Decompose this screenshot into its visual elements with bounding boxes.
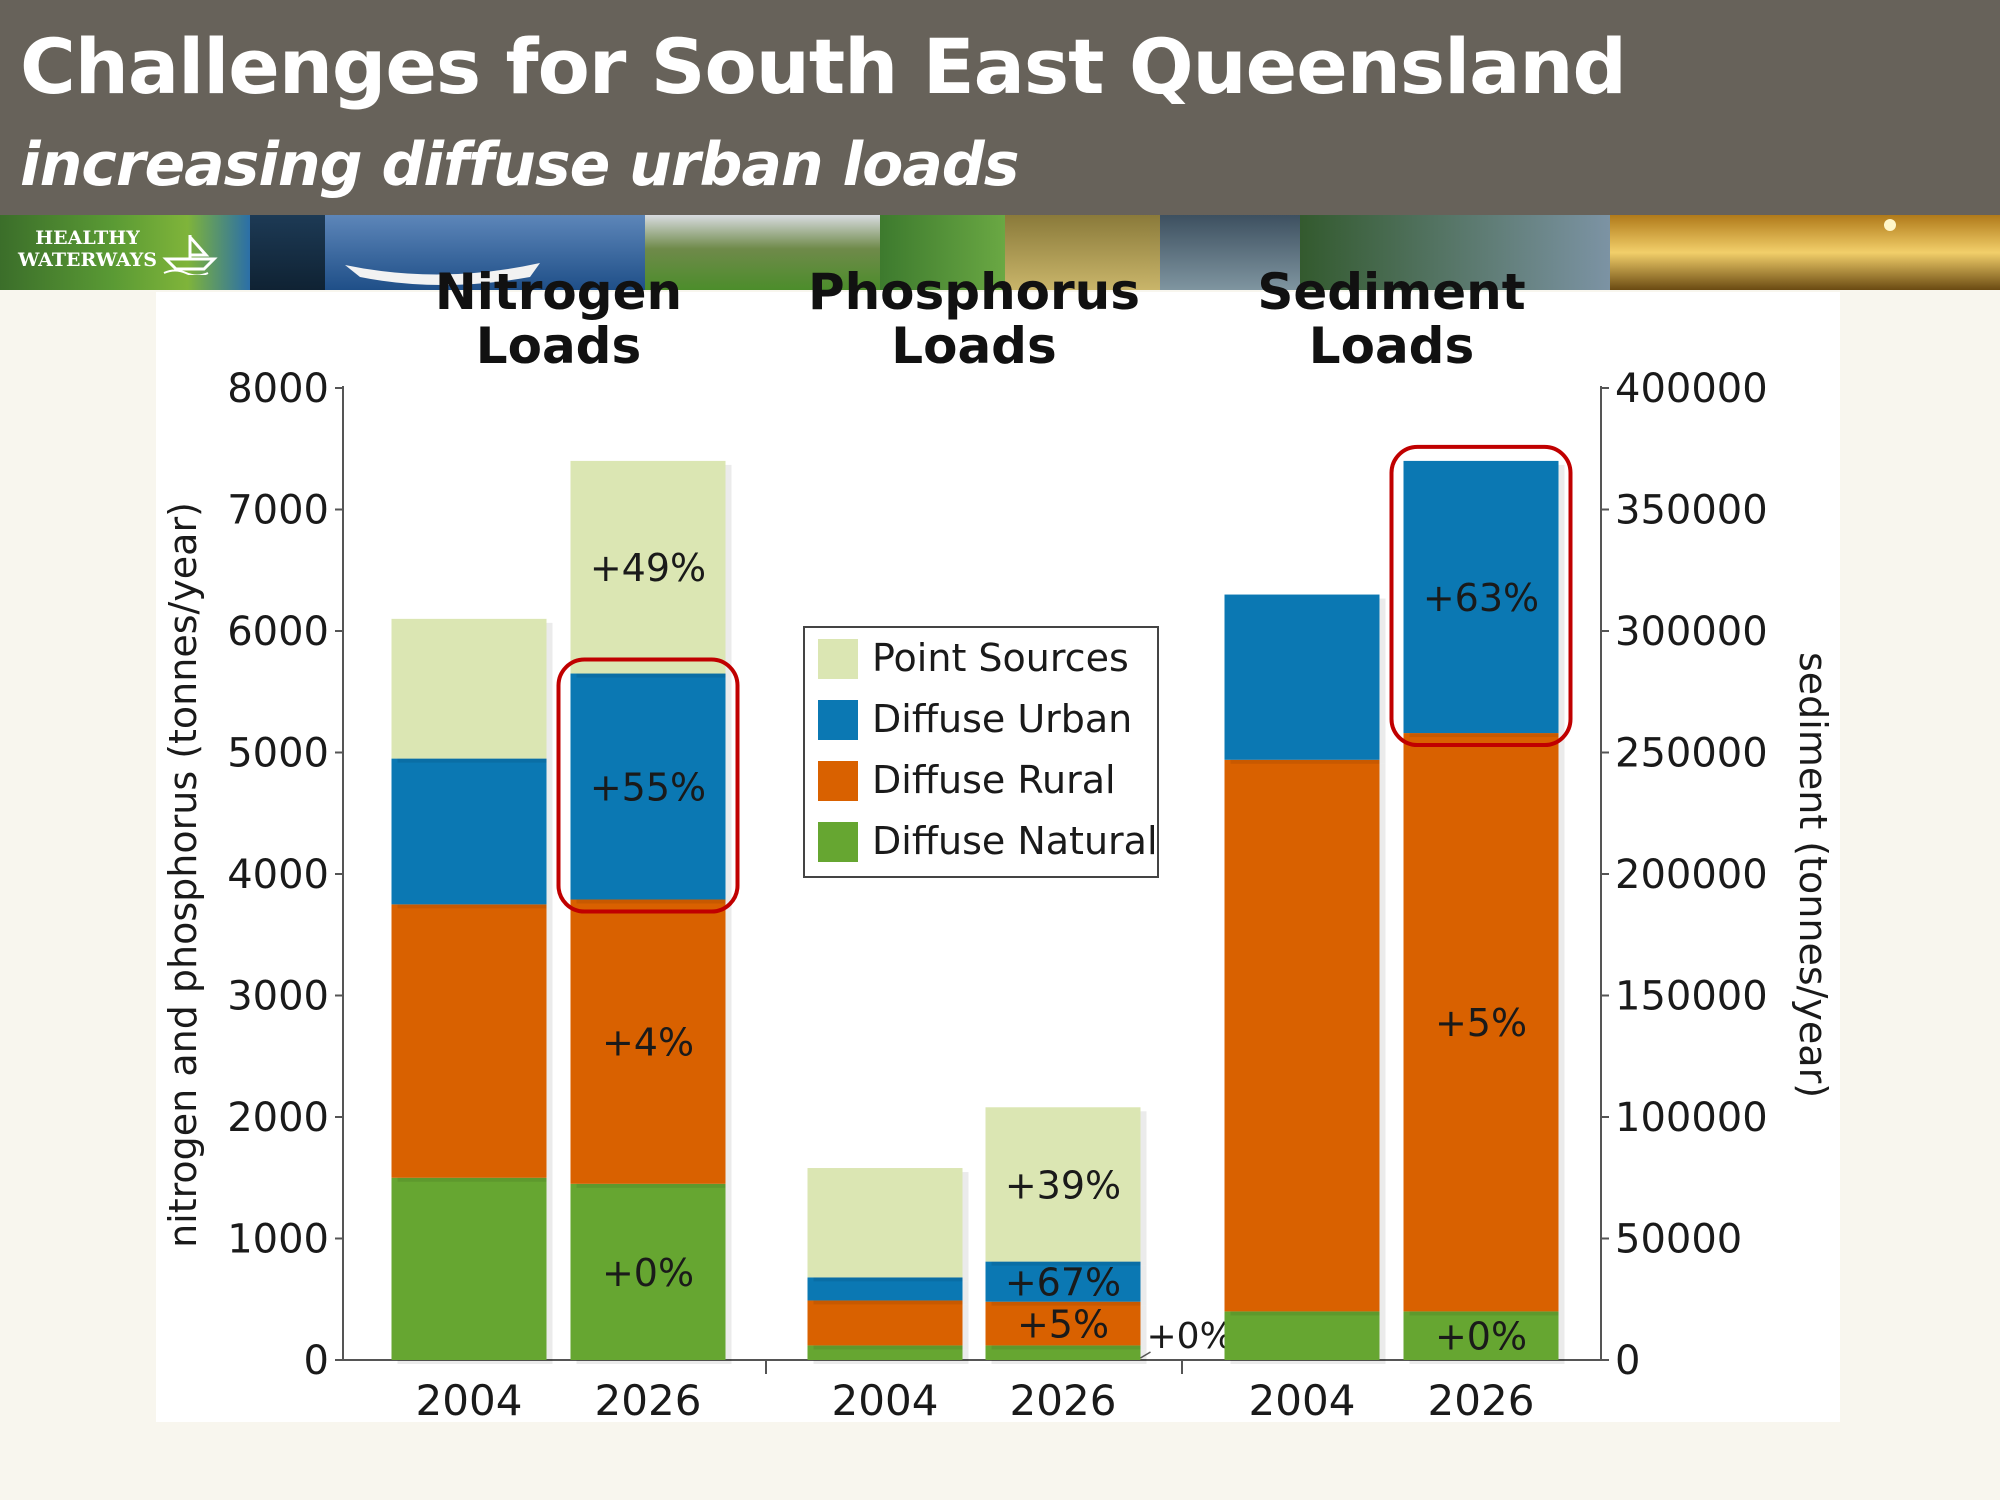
bar-data-label: +63% [1423, 576, 1539, 620]
group-title-0: Nitrogen Loads [435, 263, 682, 375]
left-tick-label: 0 [304, 1338, 329, 1384]
legend-entry-label: Diffuse Natural [872, 819, 1158, 863]
bar-segment-diffuse-urban [1403, 460, 1559, 734]
legend-swatch-diffuse-rural [818, 761, 858, 801]
legend-entry-label: Diffuse Rural [872, 758, 1116, 802]
bar-outside-label: +0% [1147, 1316, 1234, 1357]
legend-swatch-diffuse-natural [818, 822, 858, 862]
highlight-box [1389, 444, 1573, 748]
bar-segment-diffuse-urban [1224, 594, 1380, 760]
group-title-1: Phosphorus Loads [808, 263, 1140, 375]
legend-box [803, 626, 1159, 878]
bar-segment-diffuse-rural [985, 1301, 1141, 1346]
logo-text: HEALTHY WATERWAYS [18, 227, 158, 271]
right-tick-label: 0 [1615, 1338, 1640, 1384]
bar-data-label: +0% [602, 1251, 694, 1295]
bar-data-label: +55% [590, 766, 706, 810]
bar-segment-point-sources [391, 618, 547, 759]
legend-entry-label: Diffuse Urban [872, 697, 1132, 741]
bar-data-label: +67% [1005, 1261, 1121, 1305]
x-tick-label: 2004 [1249, 1376, 1356, 1425]
healthy-waterways-logo: HEALTHY WATERWAYS [0, 215, 250, 290]
legend-swatch-point-sources [818, 639, 858, 679]
bar-data-label: +39% [1005, 1163, 1121, 1207]
bar-segment-diffuse-rural [391, 904, 547, 1178]
photo-banner: HEALTHY WATERWAYS [0, 215, 2000, 290]
legend-entry-label: Point Sources [872, 636, 1129, 680]
bar-segment-diffuse-rural [807, 1300, 963, 1346]
bar-data-label: +5% [1435, 1001, 1527, 1045]
right-tick-label: 100000 [1615, 1095, 1768, 1141]
right-tick-label: 150000 [1615, 974, 1768, 1020]
bar-segment-diffuse-natural [1224, 1311, 1380, 1360]
bar-segment-diffuse-natural [391, 1177, 547, 1360]
left-tick-label: 3000 [227, 974, 329, 1020]
bar-segment-diffuse-natural [570, 1183, 726, 1360]
right-tick-label: 400000 [1615, 366, 1768, 412]
slide-header: Challenges for South East Queensland inc… [0, 0, 2000, 215]
slide-subtitle: increasing diffuse urban loads [20, 130, 1019, 200]
boat-logo-icon [162, 235, 218, 275]
right-tick-label: 50000 [1615, 1217, 1742, 1263]
bar-segment-diffuse-urban [570, 673, 726, 900]
left-tick-label: 1000 [227, 1217, 329, 1263]
right-axis-title: sediment (tonnes/year) [1791, 652, 1835, 1098]
x-tick-label: 2026 [595, 1376, 702, 1425]
outside-label-leader [1140, 1351, 1151, 1359]
bar-segment-diffuse-urban [807, 1277, 963, 1301]
bar-data-label: +5% [1017, 1303, 1109, 1347]
left-tick-label: 5000 [227, 731, 329, 777]
bar-segment-point-sources [985, 1107, 1141, 1262]
x-tick-label: 2004 [416, 1376, 523, 1425]
bar-segment-diffuse-urban [391, 758, 547, 905]
x-tick-label: 2026 [1428, 1376, 1535, 1425]
right-tick-label: 250000 [1615, 731, 1768, 777]
bar-segment-diffuse-natural [985, 1345, 1141, 1360]
bar-segment-diffuse-rural [1224, 759, 1380, 1312]
left-axis-title: nitrogen and phosphorus (tonnes/year) [161, 502, 205, 1248]
bar-segment-diffuse-rural [570, 899, 726, 1184]
highlight-box [556, 657, 740, 914]
landscape-photo-strip [250, 215, 2000, 290]
left-tick-label: 6000 [227, 609, 329, 655]
x-tick-label: 2004 [832, 1376, 939, 1425]
bar-segment-point-sources [807, 1168, 963, 1278]
bar-segment-diffuse-urban [985, 1261, 1141, 1302]
bar-segment-diffuse-rural [1403, 733, 1559, 1312]
slide-title: Challenges for South East Queensland [20, 22, 1627, 111]
left-tick-label: 2000 [227, 1095, 329, 1141]
right-tick-label: 200000 [1615, 852, 1768, 898]
right-tick-label: 300000 [1615, 609, 1768, 655]
group-title-2: Sediment Loads [1257, 263, 1525, 375]
left-tick-label: 8000 [227, 366, 329, 412]
bar-data-label: +49% [590, 546, 706, 590]
left-tick-label: 4000 [227, 852, 329, 898]
bar-data-label: +4% [602, 1021, 694, 1065]
left-tick-label: 7000 [227, 488, 329, 534]
bar-segment-diffuse-natural [807, 1345, 963, 1360]
right-tick-label: 350000 [1615, 488, 1768, 534]
x-tick-label: 2026 [1010, 1376, 1117, 1425]
bar-segment-diffuse-natural [1403, 1311, 1559, 1360]
legend-swatch-diffuse-urban [818, 700, 858, 740]
bar-data-label: +0% [1435, 1315, 1527, 1359]
bar-segment-point-sources [570, 460, 726, 674]
